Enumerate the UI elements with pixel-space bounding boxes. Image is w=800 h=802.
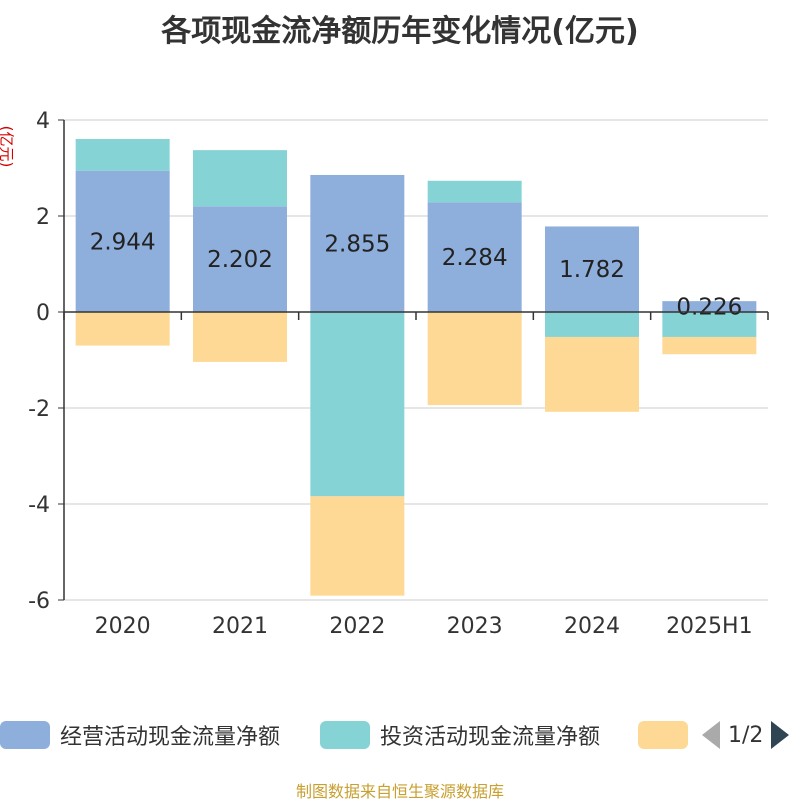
bar-segment — [427, 312, 522, 406]
y-tick-label: -4 — [28, 493, 50, 518]
bar-segment — [75, 312, 170, 346]
data-label: 1.782 — [559, 257, 625, 283]
x-tick-label: 2024 — [564, 614, 620, 639]
legend-swatch-investing — [320, 721, 370, 749]
legend-swatch-operating — [0, 721, 50, 749]
stacked-bar-chart: 4 2 0 -2 -4 -6 2.944 2020 2.202 2021 2.855 2022 2.28… — [28, 109, 769, 639]
bar-segment — [193, 150, 287, 207]
x-tick-label: 2022 — [329, 614, 385, 639]
data-label: 2.944 — [90, 229, 156, 255]
x-tick-label: 2025H1 — [666, 614, 753, 639]
source-footer: 制图数据来自恒生聚源数据库 — [295, 782, 504, 801]
bar-segment — [662, 336, 757, 355]
legend-label-operating: 经营活动现金流量净额 — [60, 725, 281, 750]
data-label: 2.202 — [207, 247, 273, 273]
legend-item-investing[interactable]: 投资活动现金流量净额 — [320, 718, 600, 752]
bar-segment — [75, 170, 170, 312]
legend-item-financing[interactable] — [638, 718, 698, 752]
legend-label-investing: 投资活动现金流量净额 — [380, 725, 601, 750]
bar-segment — [545, 336, 639, 412]
bar-segment — [193, 206, 287, 312]
x-tick-label: 2020 — [95, 614, 151, 639]
bar-segment — [662, 301, 757, 312]
bar-segment — [545, 226, 639, 312]
legend-pager: 1/2 — [702, 718, 790, 752]
data-label: 2.855 — [324, 231, 390, 257]
bar-segment — [662, 312, 757, 337]
legend-swatch-financing — [638, 721, 688, 749]
legend: 经营活动现金流量净额 投资活动现金流量净额 1/2 — [0, 718, 800, 752]
chart-title: 各项现金流净额历年变化情况(亿元) — [161, 14, 639, 49]
y-tick-label: 4 — [36, 109, 50, 134]
bar-segment — [427, 202, 522, 312]
bar-segment — [193, 312, 287, 362]
data-label: 0.226 — [676, 295, 742, 321]
y-tick-label: -2 — [28, 397, 50, 422]
legend-next-page-icon[interactable] — [771, 721, 790, 749]
y-tick-label: 0 — [36, 301, 50, 326]
bar-segment — [545, 312, 639, 337]
y-tick-label: 2 — [36, 205, 50, 230]
legend-page-indicator: 1/2 — [728, 722, 764, 748]
x-tick-label: 2023 — [447, 614, 503, 639]
bar-segment — [310, 174, 405, 312]
legend-item-operating[interactable]: 经营活动现金流量净额 — [0, 718, 280, 752]
y-tick-label: -6 — [28, 589, 50, 614]
data-label: 2.284 — [442, 245, 508, 271]
bar-segment — [75, 139, 170, 171]
legend-prev-page-icon[interactable] — [702, 721, 720, 749]
x-tick-label: 2021 — [212, 614, 268, 639]
bar-segment — [427, 180, 522, 203]
bar-segment — [310, 312, 405, 497]
bar-segment — [310, 496, 405, 596]
